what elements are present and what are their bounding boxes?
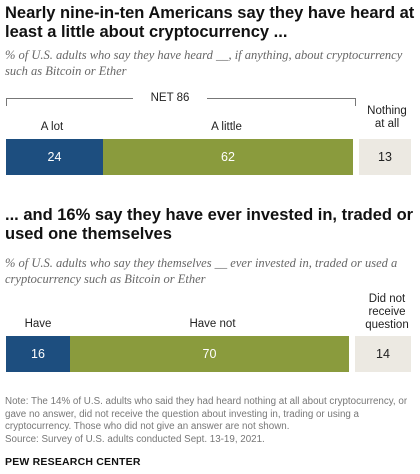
- chart1-category-label: Nothing at all: [367, 105, 407, 130]
- chart2-stacked-bar: 16 70 14: [6, 336, 411, 372]
- chart1-title: Nearly nine-in-ten Americans say they ha…: [5, 4, 415, 41]
- chart1-category-label: A lot: [40, 121, 64, 133]
- bar-segment: 62: [103, 139, 353, 175]
- bar-segment: 16: [6, 336, 70, 372]
- bar-segment: 70: [70, 336, 349, 372]
- chart-source: Source: Survey of U.S. adults conducted …: [5, 434, 265, 445]
- bar-value-label: 62: [221, 150, 235, 164]
- chart2-category-label: Have: [24, 318, 52, 330]
- bar-value-label: 16: [31, 347, 45, 361]
- chart-note: Note: The 14% of U.S. adults who said th…: [5, 396, 408, 433]
- bar-value-label: 24: [47, 150, 62, 164]
- chart2-subtitle: % of U.S. adults who say they themselves…: [5, 256, 398, 286]
- chart1-stacked-bar: 24 62 13: [6, 139, 411, 175]
- bar-segment: 14: [355, 336, 411, 372]
- brand-label: PEW RESEARCH CENTER: [5, 456, 141, 468]
- bar-value-label: 70: [202, 347, 217, 361]
- bar-segment: 13: [359, 139, 411, 175]
- chart2-category-label: Have not: [189, 318, 236, 330]
- net-label: NET 86: [150, 92, 190, 104]
- chart2-category-label: Did not receive question: [365, 293, 409, 331]
- bar-value-label: 13: [378, 150, 392, 164]
- chart2-title: ... and 16% say they have ever invested …: [5, 206, 414, 243]
- chart1-subtitle: % of U.S. adults who say they have heard…: [5, 48, 403, 78]
- bar-segment: 24: [6, 139, 103, 175]
- chart1-category-label: A little: [211, 121, 242, 133]
- bar-value-label: 14: [376, 347, 390, 361]
